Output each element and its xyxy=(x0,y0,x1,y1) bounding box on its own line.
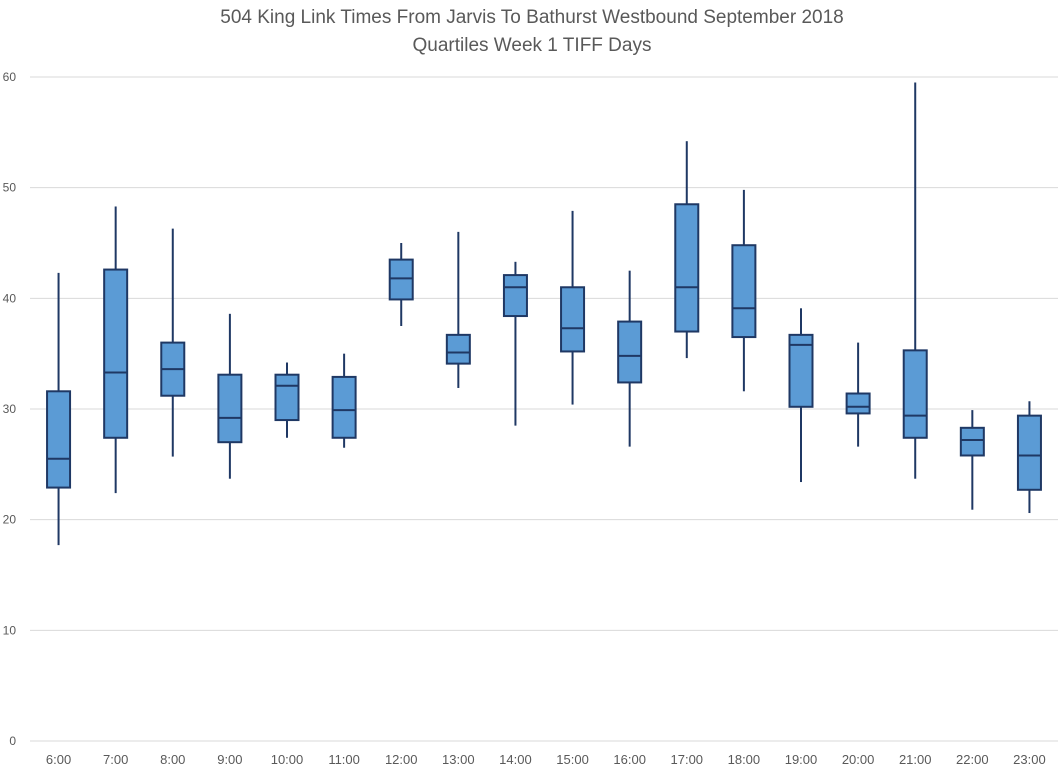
box-iqr xyxy=(445,333,471,365)
box-iqr xyxy=(788,333,814,408)
x-tick-label: 16:00 xyxy=(613,752,646,767)
x-tick-label: 18:00 xyxy=(728,752,761,767)
x-tick-label: 7:00 xyxy=(103,752,128,767)
box-iqr xyxy=(103,268,129,439)
y-tick-label: 40 xyxy=(3,291,17,305)
box-iqr xyxy=(845,392,871,415)
x-tick-label: 19:00 xyxy=(785,752,818,767)
x-tick-label: 6:00 xyxy=(46,752,71,767)
box-iqr xyxy=(331,375,357,439)
chart-subtitle: Quartiles Week 1 TIFF Days xyxy=(412,35,652,56)
y-tick-label: 60 xyxy=(3,70,17,84)
x-tick-label: 22:00 xyxy=(956,752,989,767)
y-tick-label: 50 xyxy=(3,181,17,195)
x-tick-label: 8:00 xyxy=(160,752,185,767)
x-tick-label: 17:00 xyxy=(671,752,704,767)
box-iqr xyxy=(502,274,528,318)
box-iqr xyxy=(674,203,700,333)
x-tick-label: 10:00 xyxy=(271,752,304,767)
x-tick-label: 13:00 xyxy=(442,752,475,767)
x-tick-label: 9:00 xyxy=(217,752,242,767)
box-iqr xyxy=(902,349,928,439)
x-tick-label: 11:00 xyxy=(328,752,360,767)
y-tick-label: 20 xyxy=(3,513,17,527)
y-tick-label: 10 xyxy=(3,623,17,637)
box-iqr xyxy=(731,244,757,339)
box-iqr xyxy=(217,373,243,444)
box-iqr xyxy=(1016,414,1042,491)
chart-title-line: 504 King Link Times From Jarvis To Bathu… xyxy=(220,7,844,28)
x-tick-label: 23:00 xyxy=(1013,752,1046,767)
box-iqr xyxy=(388,258,414,301)
box-iqr xyxy=(959,426,985,457)
x-tick-label: 12:00 xyxy=(385,752,418,767)
box-iqr xyxy=(46,390,72,489)
x-tick-label: 21:00 xyxy=(899,752,932,767)
y-tick-label: 0 xyxy=(9,734,16,748)
x-tick-label: 14:00 xyxy=(499,752,532,767)
box-iqr xyxy=(617,320,643,384)
box-iqr xyxy=(560,286,586,353)
y-tick-label: 30 xyxy=(3,402,17,416)
x-tick-label: 20:00 xyxy=(842,752,875,767)
box-iqr xyxy=(274,373,300,422)
x-tick-label: 15:00 xyxy=(556,752,589,767)
